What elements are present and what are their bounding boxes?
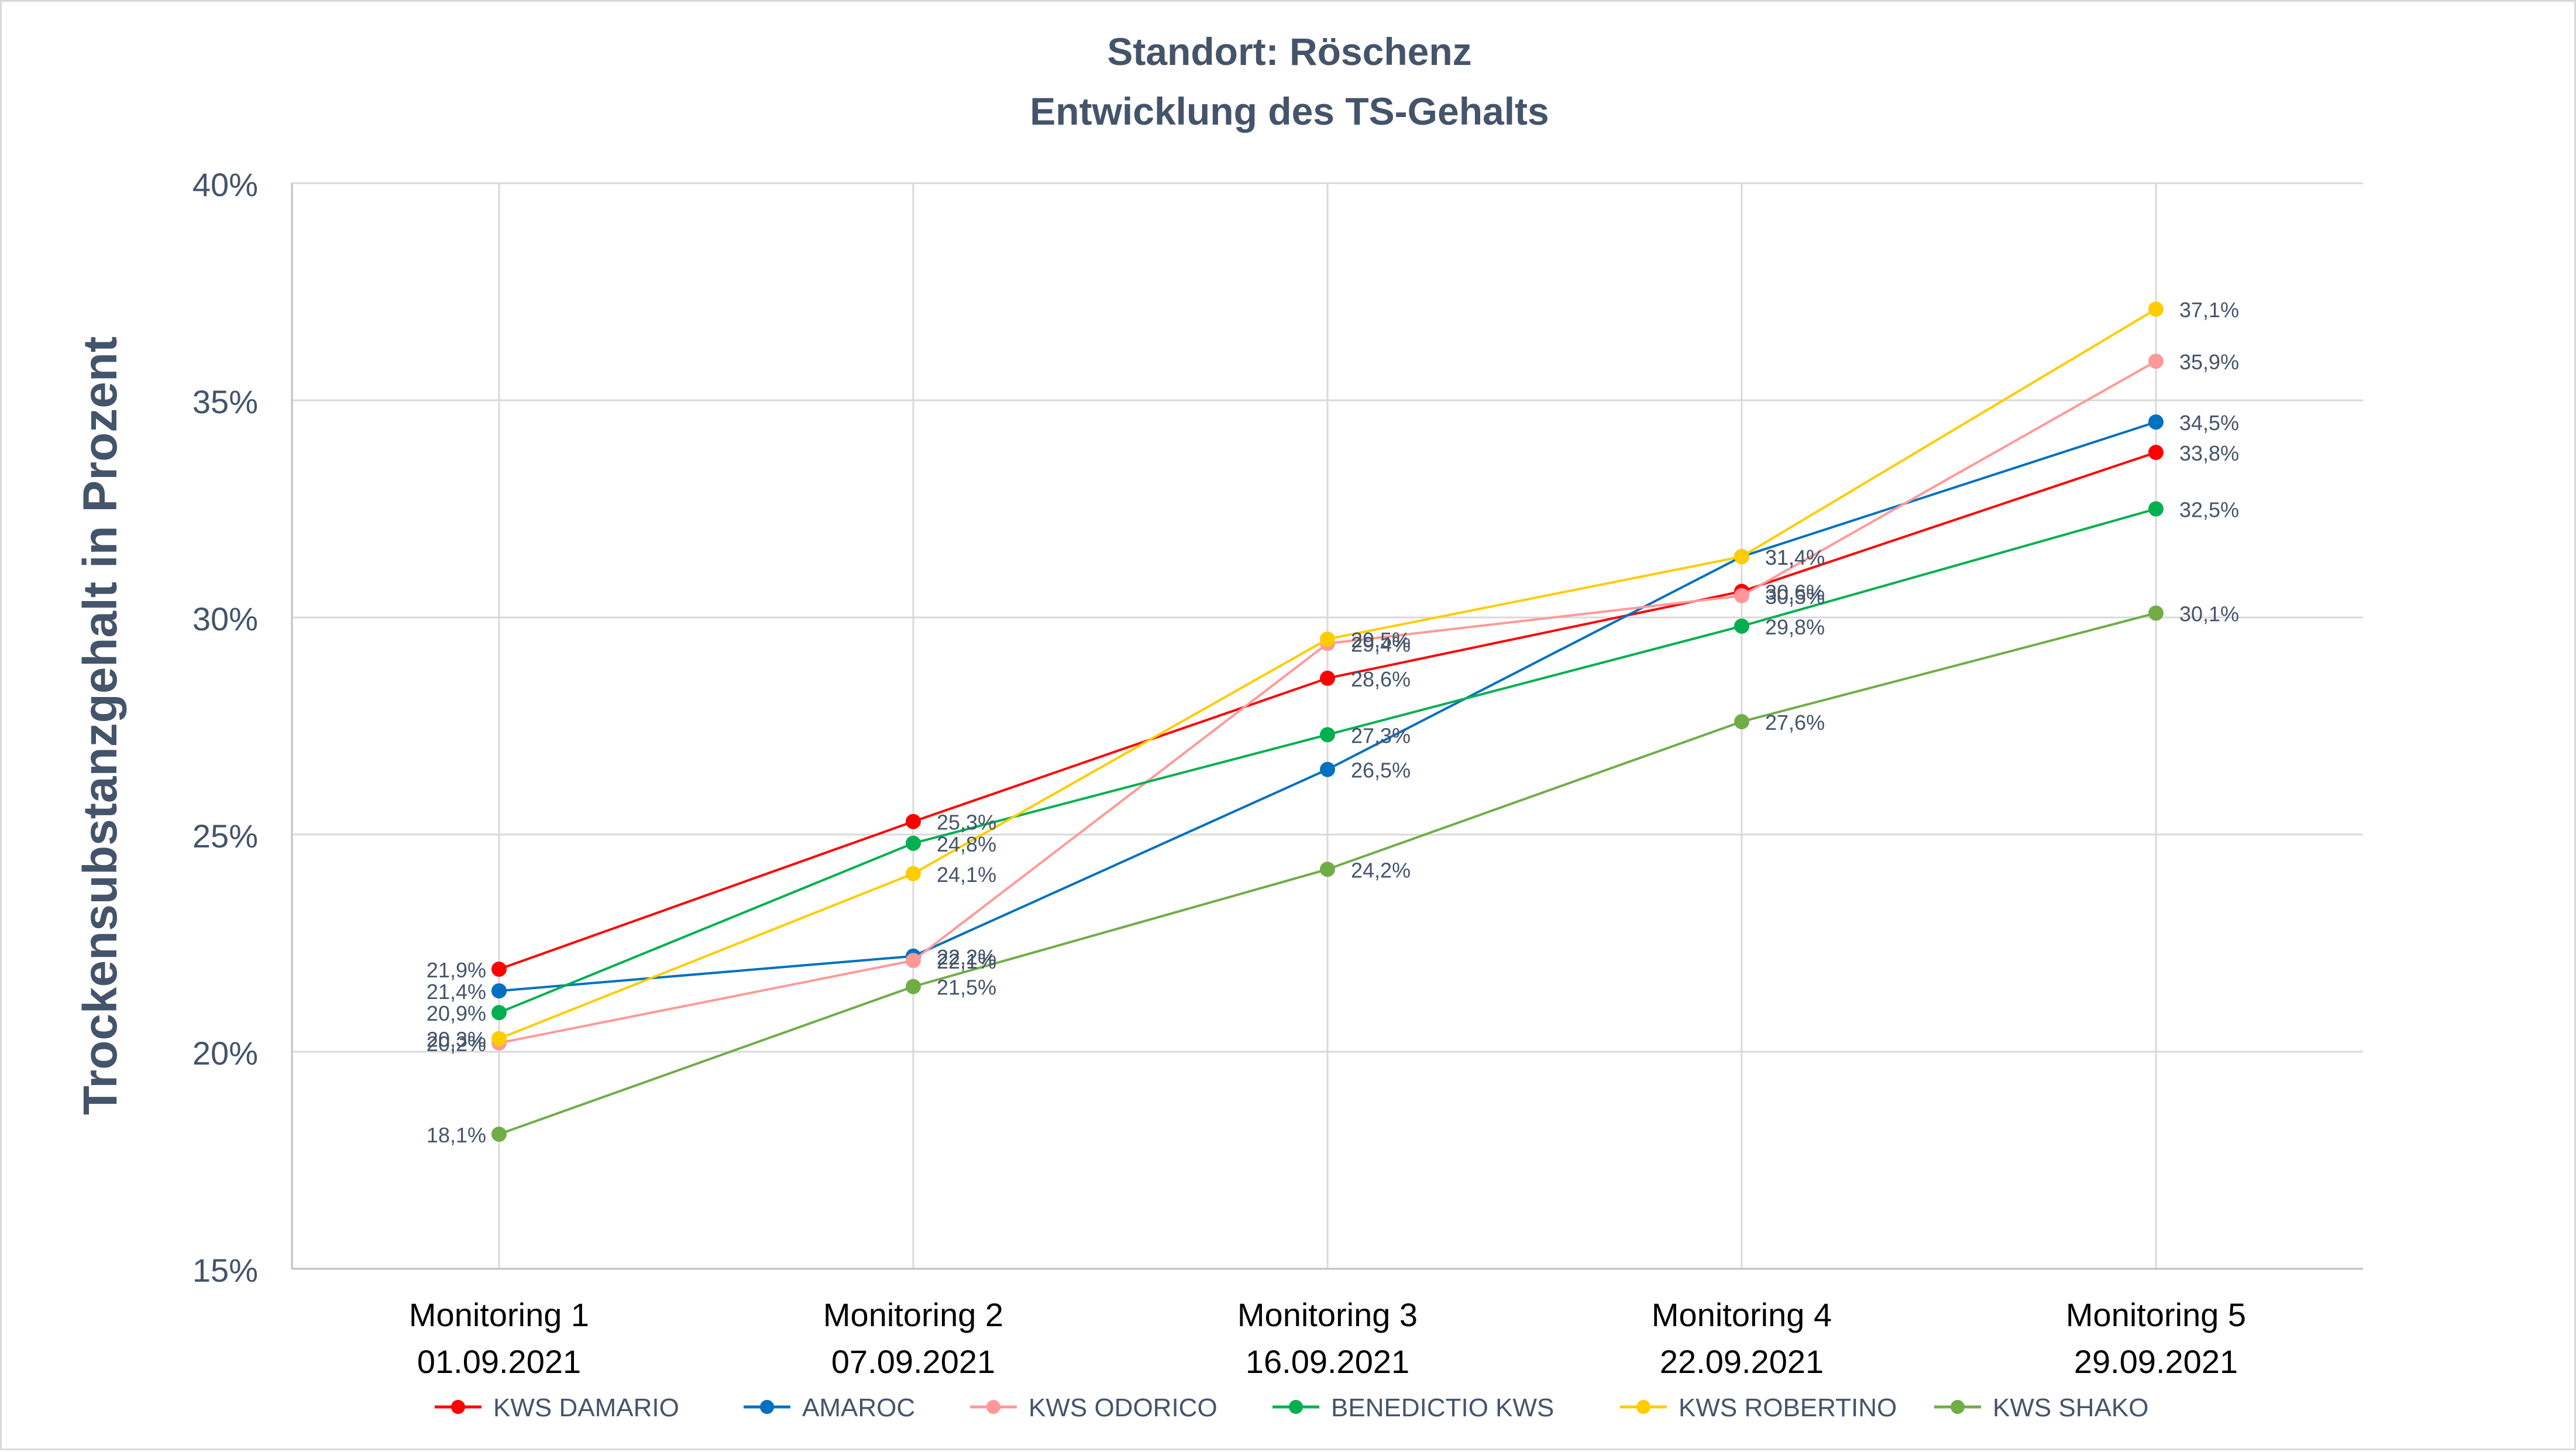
gridlines bbox=[291, 182, 2363, 1270]
data-point bbox=[491, 962, 507, 977]
data-label: 18,1% bbox=[427, 1123, 486, 1147]
legend-item: KWS ROBERTINO bbox=[1620, 1393, 1897, 1422]
data-label: 31,4% bbox=[1765, 545, 1825, 569]
legend-swatch-marker bbox=[1636, 1400, 1650, 1414]
data-point bbox=[491, 983, 507, 999]
data-point bbox=[2148, 301, 2164, 317]
legend-label: KWS ROBERTINO bbox=[1679, 1393, 1897, 1422]
legend-item: BENEDICTIO KWS bbox=[1272, 1393, 1554, 1422]
x-tick-label: Monitoring 3 16.09.2021 bbox=[1237, 1296, 1418, 1380]
chart-title: Standort: Röschenz bbox=[1107, 30, 1471, 73]
legend-label: AMAROC bbox=[802, 1393, 915, 1422]
y-tick-label: 25% bbox=[192, 818, 258, 854]
data-point bbox=[1734, 588, 1749, 603]
data-point bbox=[1320, 761, 1335, 777]
data-point bbox=[906, 979, 921, 994]
chart-subtitle: Entwicklung des TS-Gehalts bbox=[1030, 90, 1549, 133]
legend-label: KWS ODORICO bbox=[1029, 1393, 1218, 1422]
series-group bbox=[491, 301, 2164, 1142]
data-point bbox=[906, 813, 921, 829]
data-label: 24,8% bbox=[937, 832, 996, 856]
data-label: 21,9% bbox=[427, 958, 486, 982]
data-point bbox=[2148, 605, 2164, 621]
data-label: 30,1% bbox=[2179, 602, 2239, 626]
data-label: 20,3% bbox=[427, 1028, 486, 1052]
legend-swatch-marker bbox=[1289, 1400, 1303, 1414]
data-point bbox=[2148, 414, 2164, 430]
data-point bbox=[1320, 861, 1335, 877]
data-point bbox=[2148, 445, 2164, 461]
legend-item: AMAROC bbox=[744, 1393, 915, 1422]
legend-swatch-marker bbox=[1951, 1400, 1965, 1414]
data-label: 30,6% bbox=[1765, 580, 1825, 604]
data-point bbox=[1320, 727, 1335, 743]
data-label: 21,4% bbox=[427, 980, 486, 1004]
series-kws-shako bbox=[491, 605, 2164, 1142]
data-label: 29,8% bbox=[1765, 615, 1825, 639]
legend-label: KWS SHAKO bbox=[1993, 1393, 2149, 1422]
data-point bbox=[1734, 618, 1749, 634]
data-point bbox=[1734, 714, 1749, 730]
y-tick-label: 40% bbox=[192, 166, 258, 203]
series-benedictio-kws bbox=[491, 501, 2164, 1021]
axis-ticks: 15% 20% 25% 30% 35% 40% Monitoring 1 01.09.2021… bbox=[192, 166, 2246, 1380]
legend: KWS DAMARIO AMAROC KWS ODORICO BENEDICTIO K… bbox=[435, 1393, 2149, 1422]
legend-item: KWS DAMARIO bbox=[435, 1393, 679, 1422]
legend-label: BENEDICTIO KWS bbox=[1331, 1393, 1554, 1422]
legend-swatch-marker bbox=[760, 1400, 774, 1414]
data-point bbox=[2148, 501, 2164, 517]
y-tick-label: 35% bbox=[192, 383, 258, 420]
data-point bbox=[1734, 549, 1749, 565]
data-label: 31,4% bbox=[1765, 545, 1825, 569]
data-label: 26,5% bbox=[1351, 758, 1411, 782]
data-label: 27,6% bbox=[1765, 710, 1825, 734]
data-label: 28,6% bbox=[1351, 667, 1411, 691]
data-label: 32,5% bbox=[2179, 498, 2239, 522]
data-label: 24,1% bbox=[937, 863, 996, 887]
legend-item: KWS ODORICO bbox=[970, 1393, 1218, 1422]
series-kws-robertino bbox=[491, 301, 2164, 1046]
data-point bbox=[491, 1031, 507, 1046]
legend-label: KWS DAMARIO bbox=[493, 1393, 679, 1422]
legend-swatch-marker bbox=[451, 1400, 465, 1414]
data-point bbox=[491, 1005, 507, 1021]
data-point bbox=[2148, 353, 2164, 369]
data-point bbox=[906, 835, 921, 851]
data-label: 35,9% bbox=[2179, 350, 2239, 374]
data-label: 30,5% bbox=[1765, 585, 1825, 609]
legend-item: KWS SHAKO bbox=[1934, 1393, 2149, 1422]
data-point bbox=[1320, 631, 1335, 647]
data-label: 27,3% bbox=[1351, 723, 1411, 747]
data-point bbox=[491, 1126, 507, 1142]
data-label: 33,8% bbox=[2179, 441, 2239, 465]
y-tick-label: 15% bbox=[192, 1252, 258, 1289]
data-point bbox=[1320, 670, 1335, 686]
data-label: 21,5% bbox=[937, 976, 996, 1000]
data-label: 25,3% bbox=[937, 811, 996, 835]
y-axis-label: Trockensubstanzgehalt in Prozent bbox=[74, 337, 127, 1115]
x-tick-label: Monitoring 1 01.09.2021 bbox=[409, 1296, 589, 1380]
data-label: 20,2% bbox=[427, 1032, 486, 1056]
data-label: 22,1% bbox=[937, 949, 996, 973]
data-label: 22,2% bbox=[937, 945, 996, 969]
data-label: 20,9% bbox=[427, 1001, 486, 1025]
data-labels: 21,9% 25,3% 28,6% 30,6% 33,8% 21,4% 22,2% 26,5%… bbox=[427, 298, 2239, 1147]
data-label: 29,5% bbox=[1351, 628, 1411, 652]
legend-swatch-marker bbox=[986, 1400, 1000, 1414]
data-point bbox=[906, 866, 921, 881]
y-tick-label: 30% bbox=[192, 600, 258, 637]
data-label: 24,2% bbox=[1351, 858, 1411, 882]
data-label: 34,5% bbox=[2179, 411, 2239, 435]
x-tick-label: Monitoring 5 29.09.2021 bbox=[2066, 1296, 2246, 1380]
y-tick-label: 20% bbox=[192, 1035, 258, 1072]
x-tick-label: Monitoring 2 07.09.2021 bbox=[823, 1296, 1003, 1380]
x-tick-label: Monitoring 4 22.09.2021 bbox=[1652, 1296, 1832, 1380]
data-point bbox=[906, 953, 921, 969]
data-label: 29,4% bbox=[1351, 633, 1411, 657]
data-label: 37,1% bbox=[2179, 298, 2239, 322]
